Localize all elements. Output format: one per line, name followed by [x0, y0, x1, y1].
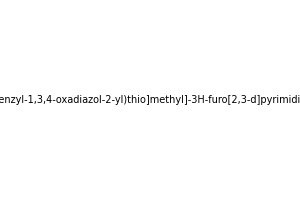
Text: 2-[[(5-benzyl-1,3,4-oxadiazol-2-yl)thio]methyl]-3H-furo[2,3-d]pyrimidin-4-one: 2-[[(5-benzyl-1,3,4-oxadiazol-2-yl)thio]… — [0, 95, 300, 105]
